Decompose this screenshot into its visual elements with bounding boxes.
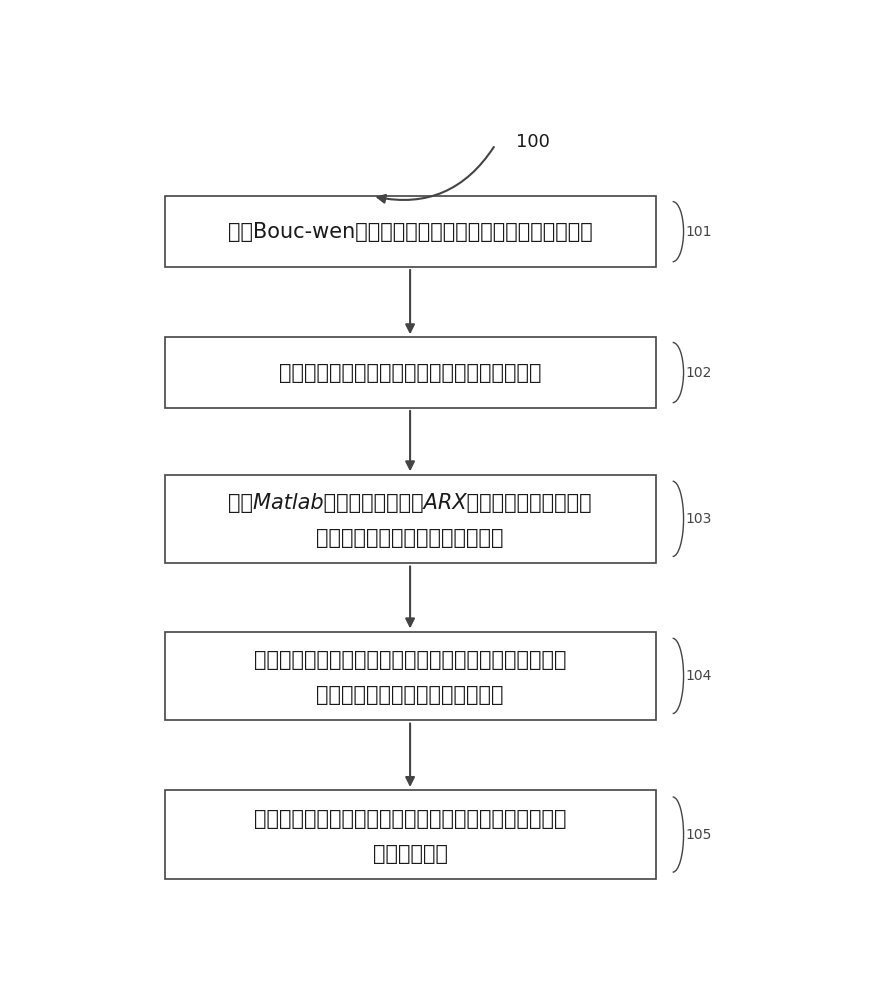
Text: 102: 102: [686, 366, 712, 380]
Text: 采用Matlab系统辨识工具箱的ARX函数辨识出的参数构建: 采用Matlab系统辨识工具箱的ARX函数辨识出的参数构建: [228, 493, 592, 513]
Bar: [165, 790, 656, 879]
Text: 100: 100: [516, 133, 550, 151]
Text: 104: 104: [686, 669, 712, 683]
Text: 105: 105: [686, 828, 712, 842]
Text: 101: 101: [686, 225, 712, 239]
Text: 精度控制装置: 精度控制装置: [372, 844, 448, 864]
Bar: [165, 475, 656, 563]
Text: 103: 103: [686, 512, 712, 526]
Text: 连接迟滞补偿器和迭代学习控制器形成压电陶瓷执行器的: 连接迟滞补偿器和迭代学习控制器形成压电陶瓷执行器的: [253, 809, 567, 829]
Text: 据学习滤波器构建迭代学习控制器: 据学习滤波器构建迭代学习控制器: [316, 685, 504, 705]
Bar: [165, 632, 656, 720]
Text: 压电陶瓷执行器的线性动力学模型: 压电陶瓷执行器的线性动力学模型: [316, 528, 504, 548]
Bar: [165, 337, 656, 408]
Text: 采用Bouc-wen模型构建压电陶瓷执行器的迟滞非线性模型: 采用Bouc-wen模型构建压电陶瓷执行器的迟滞非线性模型: [228, 222, 592, 242]
Bar: [165, 196, 656, 267]
Text: 对迟滞非线性模型求其反函数，得到迟滞补偿器: 对迟滞非线性模型求其反函数，得到迟滞补偿器: [279, 363, 541, 383]
Text: 采用线性动力学模型的相位或阶数选取学习滤波器，并根: 采用线性动力学模型的相位或阶数选取学习滤波器，并根: [253, 650, 567, 670]
